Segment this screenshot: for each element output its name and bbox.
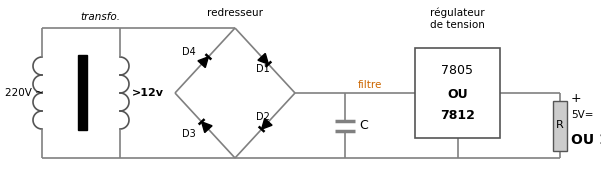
Text: OU 12V: OU 12V [571,134,601,147]
Polygon shape [258,53,269,64]
Text: de tension: de tension [430,20,485,30]
Text: transfo.: transfo. [80,12,120,22]
Bar [415,48,500,138]
Text: 7812: 7812 [440,109,475,122]
Text: C: C [359,119,368,132]
Polygon shape [261,118,272,129]
Text: régulateur: régulateur [430,8,485,18]
Text: D1: D1 [256,64,270,74]
Text: 5V=: 5V= [571,110,594,120]
Text: >12v: >12v [132,88,164,98]
Bar [553,100,567,151]
Text: 220V ~: 220V ~ [5,88,44,98]
Polygon shape [201,122,212,133]
Text: D2: D2 [256,112,270,122]
Text: R: R [556,120,564,130]
Text: redresseur: redresseur [207,8,263,18]
Text: OU: OU [447,88,468,101]
Text: +: + [571,92,582,105]
Text: D4: D4 [183,47,196,57]
Text: D3: D3 [183,129,196,139]
Text: filtre: filtre [358,80,382,90]
Text: 7805: 7805 [442,64,474,77]
Polygon shape [198,57,209,68]
Bar [78,55,87,130]
